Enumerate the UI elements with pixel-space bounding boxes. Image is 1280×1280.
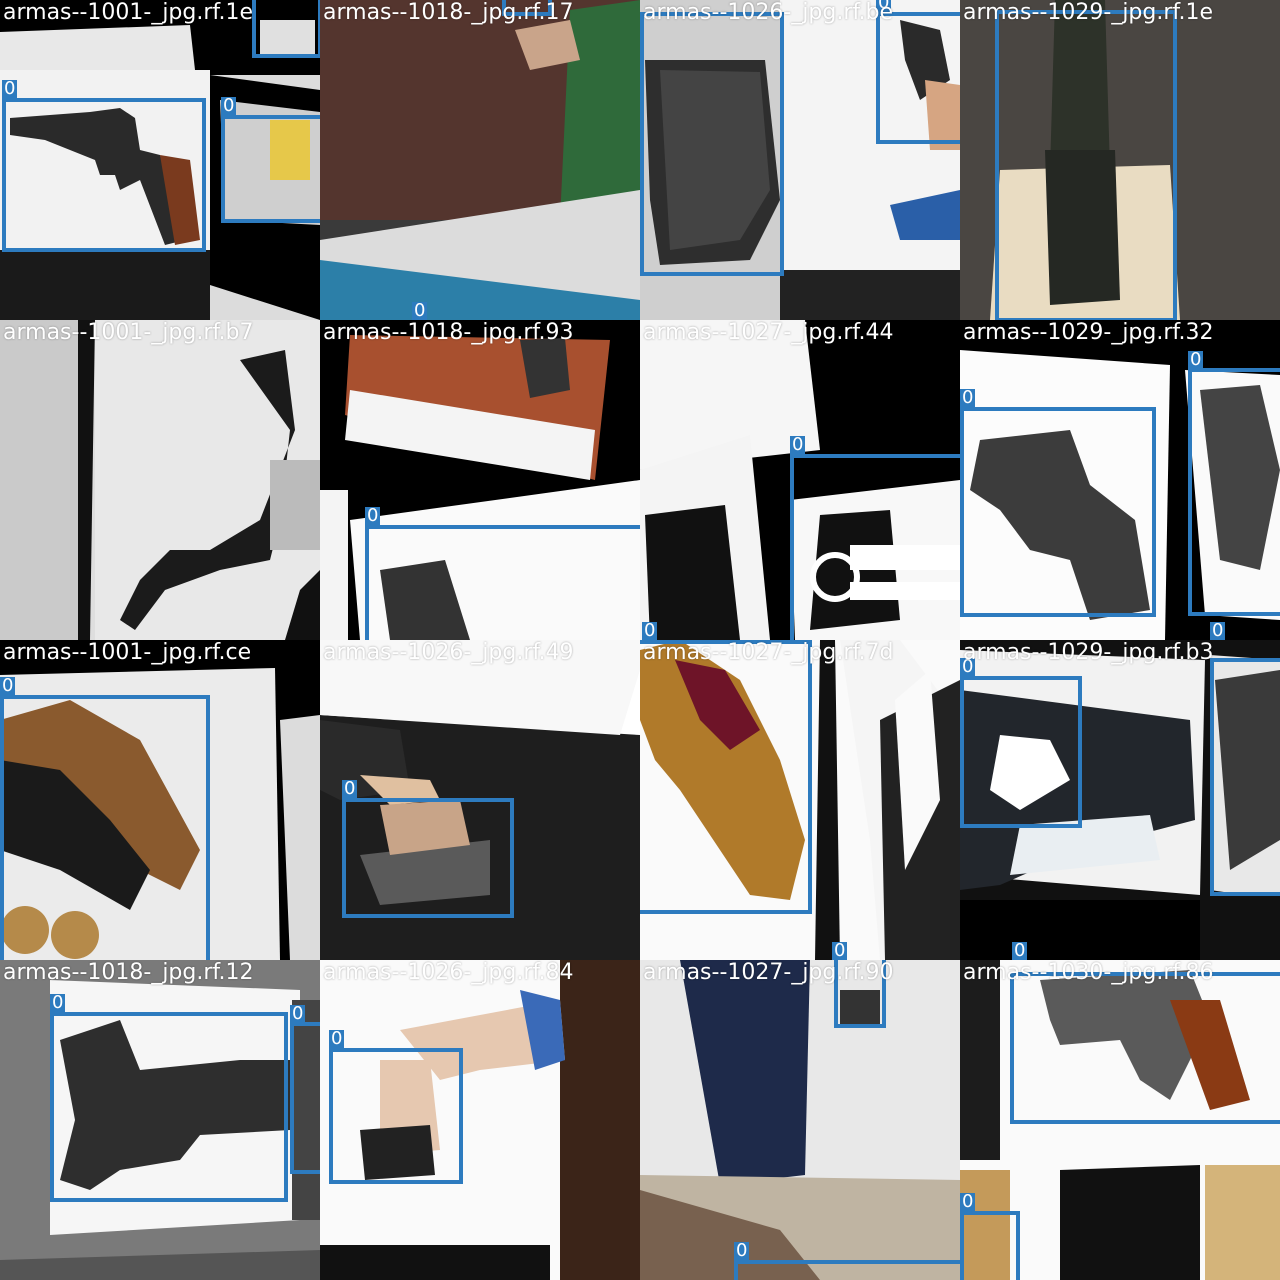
tile-title: armas--1001-_jpg.rf.b7 [3,320,254,345]
tile-title: armas--1001-_jpg.rf.ce [3,640,252,665]
bounding-box [640,12,784,276]
bounding-box [960,1211,1020,1280]
tile-scene [960,960,1280,1280]
bounding-box [0,695,210,960]
tile-scene [0,320,320,640]
bbox-label: 0 [960,387,976,408]
tile-scene [640,320,960,640]
tile-scene [0,0,320,320]
bounding-box [252,0,320,58]
mosaic-tile: 0 0 armas--1018-_jpg.rf.12 [0,960,320,1280]
bbox-label: 0 [329,1028,345,1049]
bounding-box [2,98,206,252]
tile-scene [320,640,640,960]
tile-scene [640,640,960,960]
tile-scene [320,335,640,640]
bbox-label: 0 [0,675,16,696]
bbox-label: 0 [960,656,976,677]
bbox-label: 0 [734,1240,750,1261]
tile-scene [960,650,1280,960]
bounding-box [290,1022,320,1174]
tile-title: armas--1018-_jpg.rf.93 [323,320,574,345]
bounding-box [995,10,1177,320]
bbox-label: 0 [790,434,806,455]
mosaic-tile: 0 armas--1026-_jpg.rf.84 [320,960,640,1280]
bbox-label: 0 [365,505,381,526]
mosaic-tile: 0 armas--1018-_jpg.rf.93 [320,320,640,640]
bounding-box [329,1048,463,1184]
tile-scene [640,960,960,1280]
tile-title: armas--1029-_jpg.rf.32 [963,320,1214,345]
bounding-box [734,1260,960,1280]
bbox-label: 0 [832,940,848,960]
tile-title: armas--1027-_jpg.rf.7d [643,640,894,665]
bbox-label: 0 [2,78,18,99]
bbox-label: 0 [221,95,237,116]
tile-title: armas--1030-_jpg.rf.86 [963,960,1214,985]
tile-title: armas--1001-_jpg.rf.1e [3,0,254,25]
bounding-box [960,676,1082,828]
bounding-box [50,1012,288,1202]
mosaic-tile: 0 armas--1018-_jpg.rf.17 [320,0,640,320]
bbox-label: 0 [960,1191,976,1212]
bounding-box [502,0,552,16]
bounding-box [1188,368,1280,616]
tile-title: armas--1018-_jpg.rf.17 [323,0,574,25]
mosaic-tile: 0 0 armas--1001-_jpg.rf.1e [0,0,320,320]
bbox-label: 0 [1188,349,1204,370]
tile-scene [320,960,640,1280]
tile-title: armas--1027-_jpg.rf.44 [643,320,894,345]
mosaic-tile: 0 armas--1001-_jpg.rf.ce [0,640,320,960]
mosaic-tile: armas--1029-_jpg.rf.1e [960,0,1280,320]
mosaic-tile: 0 armas--1026-_jpg.rf.49 [320,640,640,960]
tile-title: armas--1026-_jpg.rf.84 [323,960,574,985]
bounding-box [221,115,320,223]
bounding-box [365,525,640,640]
bounding-box [640,640,812,914]
tile-title: armas--1029-_jpg.rf.1e [963,0,1214,25]
bbox-label: 0 [412,300,428,320]
bounding-box [790,454,960,640]
bounding-box [834,960,886,1028]
tile-scene [640,0,960,320]
tile-title: armas--1018-_jpg.rf.12 [3,960,254,985]
bbox-label: 0 [1210,620,1226,640]
tile-scene [960,0,1280,320]
bbox-label: 0 [1012,940,1028,960]
bbox-label: 0 [50,992,66,1013]
bbox-label: 0 [876,0,892,12]
tile-title: armas--1029-_jpg.rf.b3 [963,640,1214,665]
mosaic-tile: 0 0 armas--1027-_jpg.rf.44 [640,320,960,640]
mosaic-tile: 0 armas--1026-_jpg.rf.be [640,0,960,320]
tile-scene [0,980,320,1280]
mosaic-tile: 0 0 armas--1029-_jpg.rf.b3 [960,640,1280,960]
tile-scene [960,350,1280,640]
bounding-box [342,798,514,918]
bbox-label: 0 [290,1003,306,1024]
mosaic-tile: armas--1001-_jpg.rf.b7 [0,320,320,640]
bounding-box [876,12,960,144]
mosaic-tile: 0 armas--1027-_jpg.rf.90 [640,960,960,1280]
tile-scene [0,668,320,960]
bounding-box [960,407,1156,617]
tile-title: armas--1027-_jpg.rf.90 [643,960,894,985]
tile-scene [320,0,640,320]
bbox-label: 0 [642,620,658,640]
bounding-box [1010,972,1280,1124]
mosaic-tile: 0 armas--1027-_jpg.rf.7d [640,640,960,960]
bounding-box [1210,658,1280,896]
mosaic-tile: 0 0 0 armas--1029-_jpg.rf.32 [960,320,1280,640]
mosaic-tile: 0 armas--1030-_jpg.rf.86 [960,960,1280,1280]
tile-title: armas--1026-_jpg.rf.be [643,0,894,25]
tile-title: armas--1026-_jpg.rf.49 [323,640,574,665]
bbox-label: 0 [342,778,358,799]
